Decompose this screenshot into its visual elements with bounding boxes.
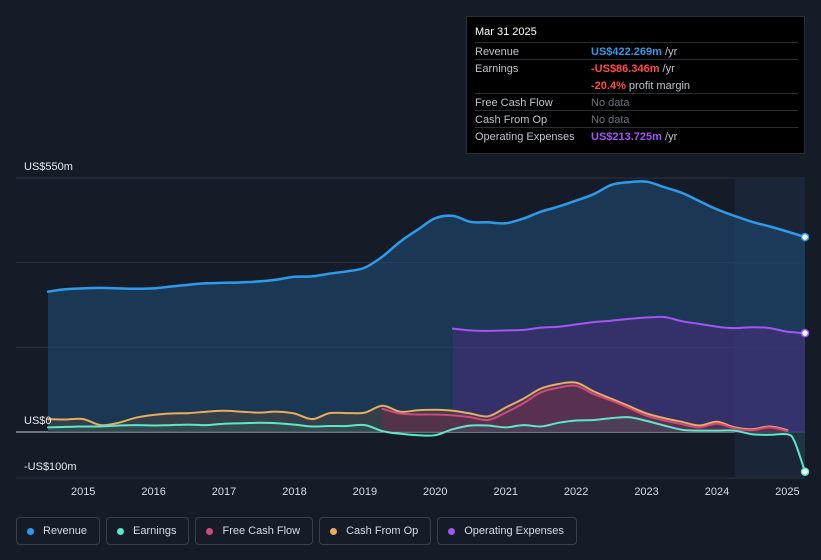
x-tick-label: 2025 <box>775 486 799 498</box>
x-tick-label: 2017 <box>212 486 236 498</box>
cash-from-op-line <box>47 381 789 432</box>
tooltip-date: Mar 31 2025 <box>475 26 537 38</box>
tooltip-row-earnings: Earnings -US$86.346m /yr -20.4% profit m… <box>475 59 798 94</box>
revenue-dot-icon <box>27 527 34 535</box>
x-tick-label: 2022 <box>564 486 588 498</box>
tooltip-margin-value: -20.4% <box>591 80 626 92</box>
free-cash-flow-line <box>381 384 789 433</box>
legend-label: Free Cash Flow <box>222 525 301 537</box>
operating-expenses-end-point <box>800 328 810 338</box>
tooltip-row-operating-expenses: Operating Expenses US$213.725m /yr <box>475 127 798 145</box>
tooltip-unit: /yr <box>661 46 678 58</box>
x-tick-label: 2020 <box>423 486 447 498</box>
earnings-dot-icon <box>117 527 125 535</box>
x-axis-labels: 2015 2016 2017 2018 2019 2020 2021 2022 2023 2024… <box>71 486 800 498</box>
series-areas <box>48 181 805 472</box>
y-tick-label: US$550m <box>24 161 73 173</box>
legend-item-cash-from-op[interactable]: Cash From Op <box>319 517 432 545</box>
series-endpoints <box>800 232 810 476</box>
tooltip-label: Earnings <box>475 63 519 75</box>
data-tooltip: Mar 31 2025 Revenue US$422.269m /yr Earn… <box>466 16 805 154</box>
y-tick-label: US$0 <box>24 415 52 427</box>
tooltip-amount: US$213.725m <box>591 131 662 143</box>
operating-expenses-dot-icon <box>448 527 456 535</box>
tooltip-unit: /yr <box>661 131 678 143</box>
tooltip-unit: /yr <box>659 63 675 75</box>
series-lines <box>46 180 807 473</box>
x-tick-label: 2024 <box>705 486 729 498</box>
earnings-end-point <box>800 467 810 476</box>
tooltip-label: Cash From Op <box>475 114 548 126</box>
legend-label: Revenue <box>43 525 88 537</box>
y-tick-label: -US$100m <box>24 461 77 473</box>
tooltip-row-free-cash-flow: Free Cash Flow No data <box>475 93 798 111</box>
x-tick-label: 2021 <box>493 486 517 498</box>
x-tick-label: 2018 <box>282 486 306 498</box>
legend-item-earnings[interactable]: Earnings <box>106 517 190 545</box>
legend-item-revenue[interactable]: Revenue <box>16 517 101 545</box>
y-axis-labels: US$550m US$0 -US$100m <box>24 161 77 473</box>
tooltip-nodata: No data <box>591 97 630 109</box>
free-cash-flow-dot-icon <box>206 527 214 535</box>
operating-expenses-line <box>451 315 806 335</box>
tooltip-amount: US$422.269m <box>591 46 662 58</box>
tooltip-value: US$213.725m /yr <box>591 131 677 143</box>
tooltip-label: Operating Expenses <box>475 131 575 143</box>
tooltip-margin-label: profit margin <box>625 80 691 92</box>
tooltip-row-revenue: Revenue US$422.269m /yr <box>475 42 798 60</box>
cash-from-op-dot-icon <box>330 527 338 535</box>
legend-item-free-cash-flow[interactable]: Free Cash Flow <box>195 517 314 545</box>
tooltip-value: US$422.269m /yr <box>591 46 677 58</box>
tooltip-row-cash-from-op: Cash From Op No data <box>475 110 798 128</box>
tooltip-label: Revenue <box>475 46 520 58</box>
tooltip-nodata: No data <box>591 114 630 126</box>
revenue-line <box>46 180 807 293</box>
tooltip-amount: -US$86.346m <box>591 63 660 75</box>
earnings-area <box>48 417 805 472</box>
legend-label: Earnings <box>133 525 177 537</box>
x-tick-label: 2019 <box>353 486 377 498</box>
revenue-end-point <box>800 232 810 242</box>
legend-label: Operating Expenses <box>464 525 564 537</box>
x-tick-label: 2015 <box>71 486 95 498</box>
legend-item-operating-expenses[interactable]: Operating Expenses <box>437 517 577 545</box>
legend-label: Cash From Op <box>346 525 419 537</box>
earnings-line <box>47 416 806 473</box>
x-tick-label: 2016 <box>141 486 165 498</box>
legend: Revenue Earnings Free Cash Flow Cash Fro… <box>16 517 577 545</box>
tooltip-margin: -20.4% profit margin <box>591 80 690 92</box>
tooltip-value: -US$86.346m /yr <box>591 63 675 75</box>
x-tick-label: 2023 <box>634 486 658 498</box>
tooltip-label: Free Cash Flow <box>475 97 553 109</box>
